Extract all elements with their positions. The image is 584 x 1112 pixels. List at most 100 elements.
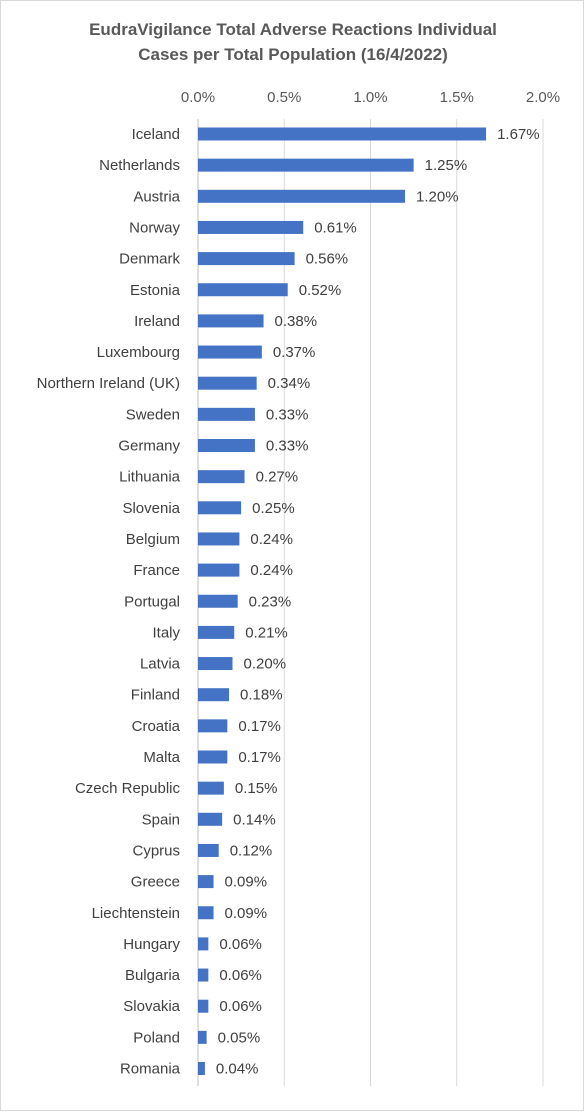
- bar: [198, 875, 214, 889]
- bar: [198, 625, 235, 639]
- category-label: Lithuania: [119, 469, 181, 486]
- category-label: Germany: [118, 438, 180, 455]
- data-label: 0.04%: [216, 1061, 259, 1078]
- x-tick-label: 0.5%: [267, 89, 301, 106]
- data-label: 0.17%: [238, 718, 281, 735]
- data-label: 0.17%: [238, 749, 281, 766]
- category-label: Latvia: [140, 656, 181, 673]
- bar: [198, 470, 245, 484]
- bar: [198, 439, 255, 452]
- category-label: Poland: [133, 1029, 180, 1046]
- data-label: 0.12%: [230, 842, 273, 859]
- category-label: Slovenia: [122, 500, 180, 517]
- bar: [198, 906, 214, 920]
- category-label: Belgium: [126, 531, 180, 548]
- category-label: Bulgaria: [125, 967, 181, 984]
- chart-title-line-2: Cases per Total Population (16/4/2022): [138, 45, 448, 64]
- data-label: 0.34%: [268, 375, 311, 392]
- bar: [198, 376, 257, 390]
- bar: [198, 719, 228, 733]
- category-label: France: [133, 562, 180, 579]
- category-label: Spain: [142, 811, 180, 828]
- data-label: 1.67%: [497, 126, 540, 143]
- category-label: Croatia: [132, 718, 181, 735]
- data-label: 0.61%: [314, 219, 357, 236]
- category-label: Luxembourg: [97, 344, 180, 361]
- data-label: 0.06%: [219, 967, 262, 984]
- bar: [198, 937, 209, 951]
- data-label: 0.37%: [273, 344, 316, 361]
- category-label: Italy: [152, 624, 180, 641]
- category-label: Estonia: [130, 282, 181, 299]
- data-label: 0.24%: [250, 531, 293, 548]
- data-label: 0.06%: [219, 936, 262, 953]
- data-label: 0.14%: [233, 811, 276, 828]
- bar: [198, 1030, 207, 1044]
- data-label: 1.25%: [425, 157, 468, 174]
- bar: [198, 999, 209, 1013]
- bar: [198, 750, 228, 764]
- data-label: 0.33%: [266, 406, 309, 423]
- data-label: 0.15%: [235, 780, 278, 797]
- data-label: 0.06%: [219, 998, 262, 1015]
- category-label: Cyprus: [132, 842, 180, 859]
- data-label: 0.23%: [249, 593, 292, 610]
- bar: [198, 812, 223, 826]
- x-tick-label: 1.0%: [353, 89, 387, 106]
- data-label: 0.09%: [225, 874, 268, 891]
- bar: [198, 252, 295, 266]
- bar: [198, 158, 414, 172]
- bar: [198, 314, 264, 328]
- bar: [198, 968, 209, 982]
- category-label: Austria: [133, 188, 180, 205]
- category-label: Slovakia: [123, 998, 180, 1015]
- category-label: Finland: [131, 687, 180, 704]
- bar: [198, 657, 233, 671]
- category-label: Czech Republic: [75, 780, 181, 797]
- category-label: Romania: [120, 1061, 181, 1078]
- data-label: 0.33%: [266, 438, 309, 455]
- bar: [198, 1062, 205, 1075]
- x-tick-label: 0.0%: [181, 89, 215, 106]
- x-tick-label: 1.5%: [440, 89, 474, 106]
- bar: [198, 532, 240, 546]
- data-label: 0.25%: [252, 500, 295, 517]
- category-label: Ireland: [134, 313, 180, 330]
- category-label: Iceland: [132, 126, 180, 143]
- bar: [198, 345, 262, 359]
- data-label: 0.05%: [218, 1029, 261, 1046]
- category-label: Netherlands: [99, 157, 180, 174]
- chart-title-line-1: EudraVigilance Total Adverse Reactions I…: [89, 20, 497, 39]
- category-label: Norway: [129, 219, 180, 236]
- bar: [198, 781, 224, 795]
- data-label: 0.24%: [250, 562, 293, 579]
- category-label: Northern Ireland (UK): [37, 375, 180, 392]
- data-label: 1.20%: [416, 188, 459, 205]
- bar: [198, 127, 487, 141]
- bar: [198, 688, 230, 702]
- chart-title: EudraVigilance Total Adverse Reactions I…: [1, 17, 584, 67]
- bar: [198, 189, 405, 203]
- bar: [198, 220, 304, 234]
- bar: [198, 843, 219, 857]
- category-label: Portugal: [124, 593, 180, 610]
- data-label: 0.18%: [240, 687, 283, 704]
- data-label: 0.21%: [245, 624, 288, 641]
- bar: [198, 407, 255, 421]
- category-label: Liechtenstein: [92, 905, 180, 922]
- bar: [198, 594, 238, 608]
- bar: [198, 501, 242, 515]
- data-label: 0.52%: [299, 282, 342, 299]
- category-label: Hungary: [123, 936, 180, 953]
- bar: [198, 283, 288, 297]
- category-label: Denmark: [119, 251, 180, 268]
- x-tick-label: 2.0%: [526, 89, 560, 106]
- bar: [198, 563, 240, 577]
- category-label: Malta: [143, 749, 180, 766]
- data-label: 0.56%: [306, 251, 349, 268]
- data-label: 0.27%: [256, 469, 299, 486]
- data-label: 0.20%: [244, 656, 287, 673]
- data-label: 0.38%: [275, 313, 318, 330]
